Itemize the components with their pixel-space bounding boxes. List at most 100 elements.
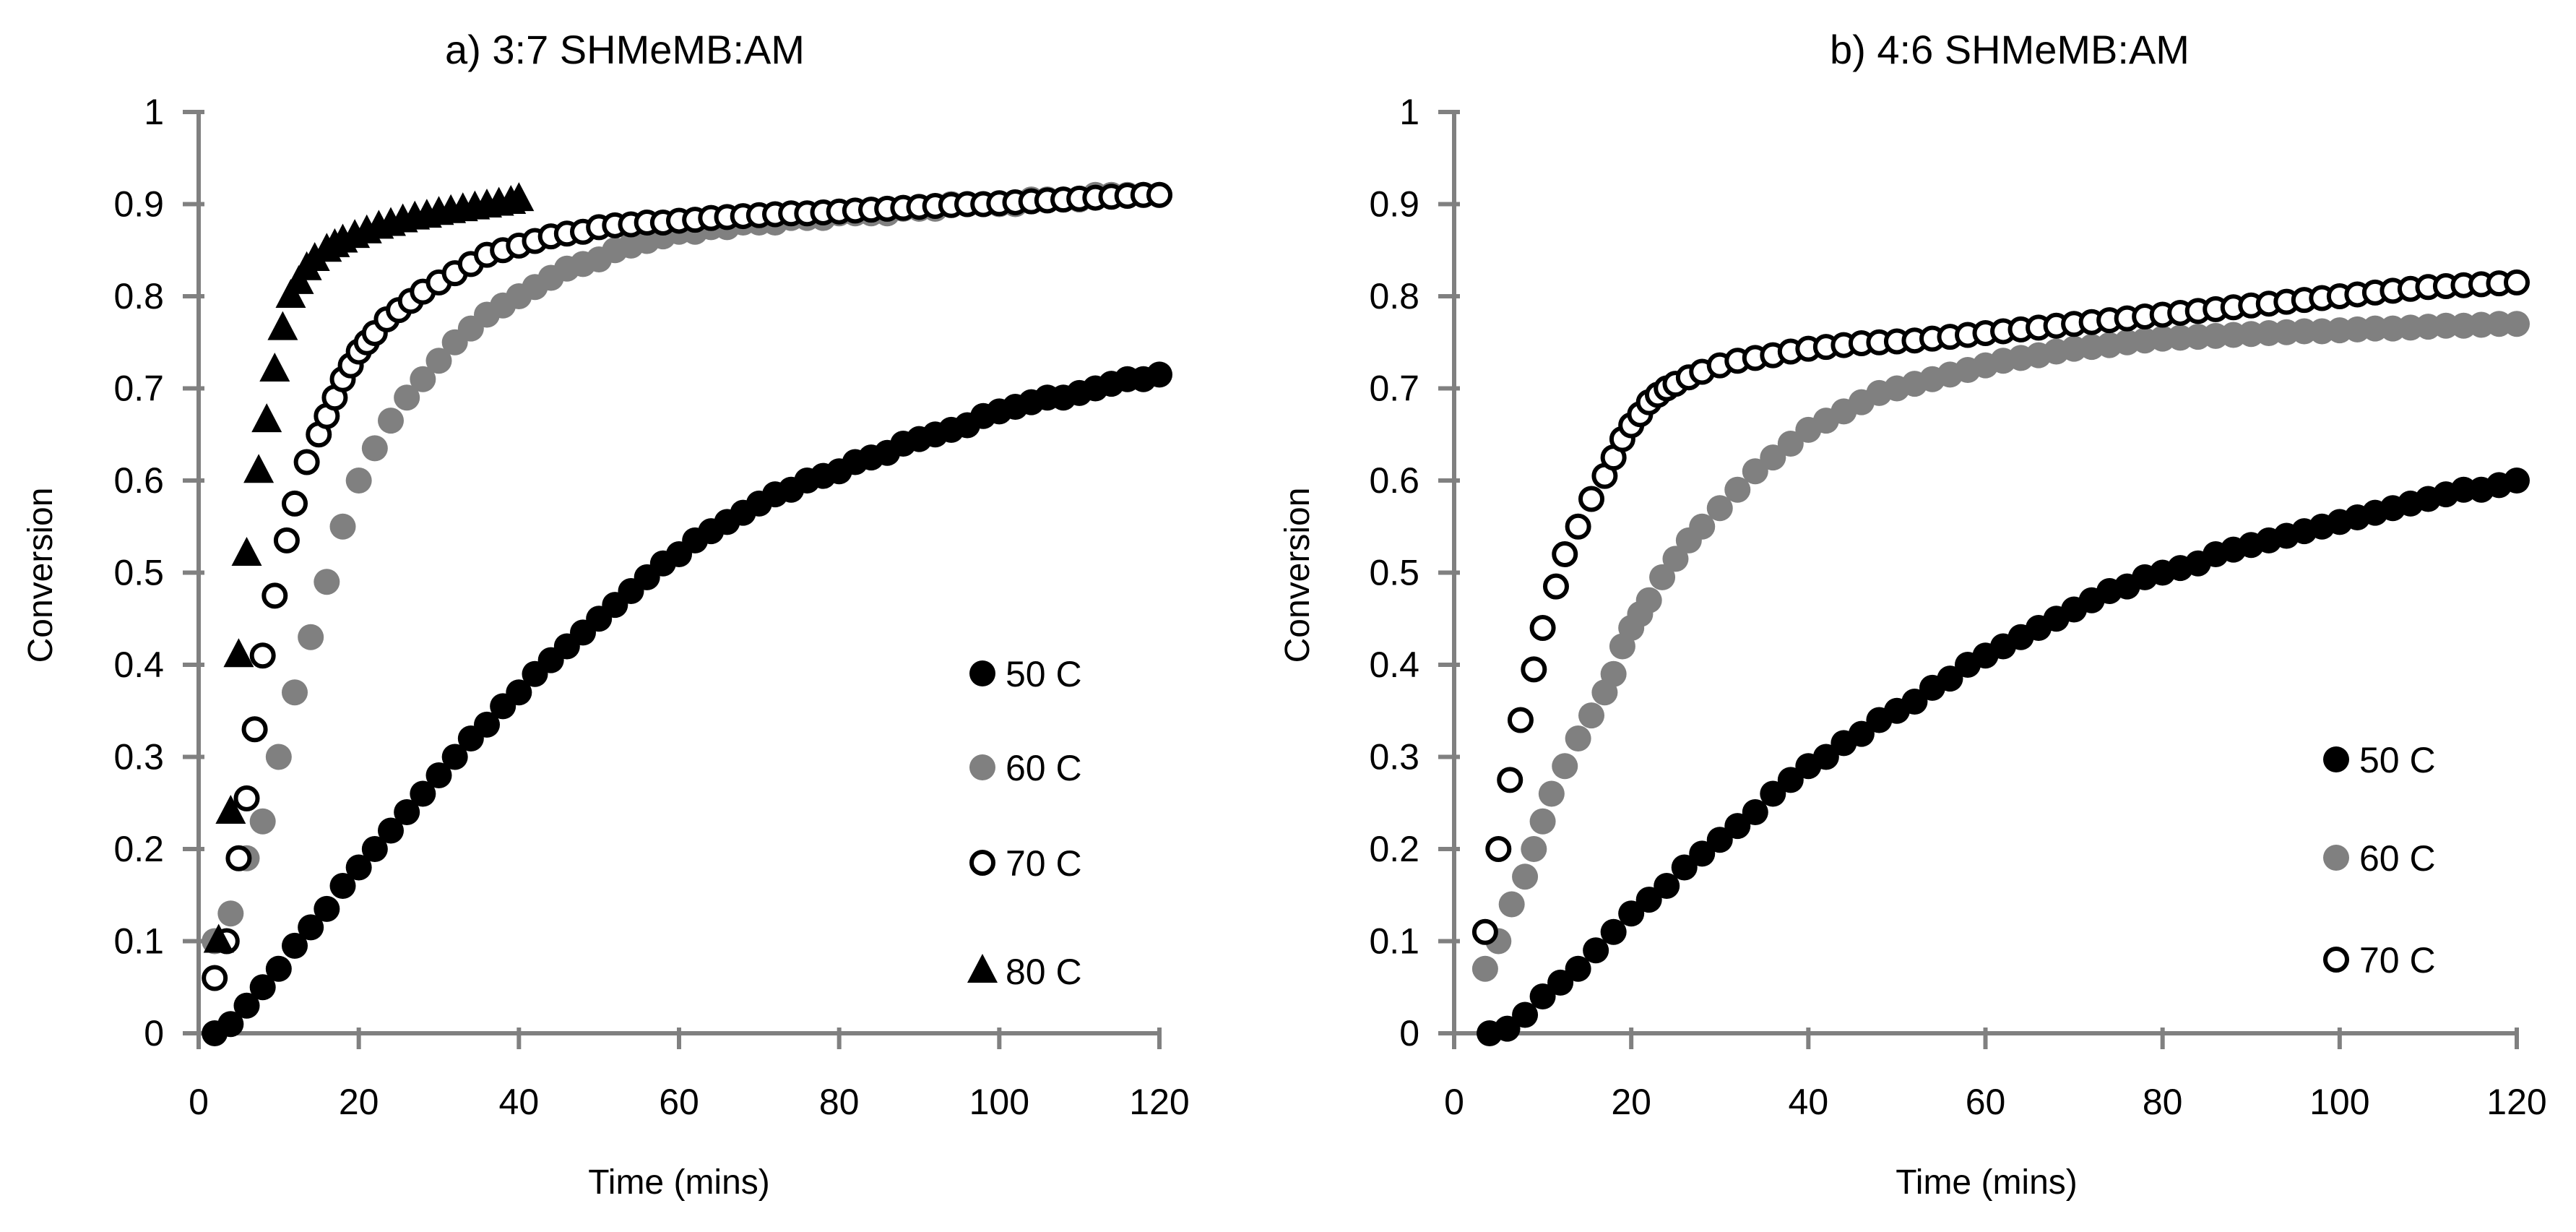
data-point (378, 408, 404, 434)
data-point (378, 817, 404, 844)
data-point (1724, 813, 1751, 840)
y-tick-label: 0.8 (1369, 276, 1419, 316)
data-point (345, 468, 372, 494)
x-tick-label: 100 (969, 1082, 1029, 1122)
panel-a: a) 3:7 SHMeMB:AM Time (mins) Conversion … (22, 27, 1190, 1202)
data-point (1706, 827, 1733, 853)
data-point (223, 638, 254, 668)
series-50c (1477, 468, 2530, 1046)
y-tick-label: 0.5 (113, 553, 164, 593)
data-point (1578, 702, 1605, 729)
data-point (233, 785, 260, 811)
data-point (1497, 767, 1523, 793)
y-tick-label: 0.7 (1369, 369, 1419, 409)
data-point (314, 569, 340, 595)
y-tick-label: 0.6 (113, 460, 164, 501)
data-point (243, 454, 275, 483)
data-point (1777, 767, 1804, 793)
data-point (1552, 541, 1578, 567)
data-point (425, 348, 452, 374)
y-tick-label: 0.6 (1369, 460, 1419, 501)
data-point (1742, 799, 1768, 825)
data-point (1471, 918, 1498, 945)
series-50c (202, 361, 1172, 1046)
legend-marker (2323, 845, 2349, 871)
data-point (1671, 854, 1698, 881)
legend-marker (969, 850, 995, 876)
y-tick-label: 0.2 (113, 829, 164, 869)
data-point (1538, 780, 1565, 807)
legend-label: 50 C (2359, 740, 2436, 780)
series-80c (203, 182, 535, 953)
data-point (203, 923, 234, 953)
series-60c (1471, 311, 2530, 982)
data-point (249, 974, 276, 1001)
data-point (1635, 587, 1662, 613)
data-point (1521, 656, 1547, 683)
panel-b: b) 4:6 SHMeMB:AM Time (mins) Conversion … (1279, 27, 2547, 1202)
data-point (249, 642, 276, 669)
data-point (1689, 840, 1716, 867)
legend-marker (969, 660, 995, 686)
x-tick-label: 60 (1966, 1082, 2006, 1122)
legend-item: 50 C (2323, 740, 2436, 780)
y-tick-label: 0.9 (113, 184, 164, 225)
data-point (394, 384, 420, 411)
data-point (441, 744, 468, 770)
data-point (1777, 431, 1804, 457)
data-point (1600, 660, 1627, 687)
y-tick-label: 0.5 (1369, 553, 1419, 593)
legend-marker (2323, 947, 2349, 973)
data-point (1565, 725, 1591, 751)
data-point (425, 762, 452, 788)
legend-item: 70 C (969, 843, 1082, 884)
legend-item: 60 C (2323, 838, 2436, 879)
data-point (1565, 513, 1591, 540)
series-70c (1471, 269, 2530, 945)
data-point (273, 527, 300, 553)
data-point (2504, 311, 2530, 337)
data-point (410, 780, 436, 807)
data-point (361, 435, 388, 462)
y-tick-label: 0.7 (113, 369, 164, 409)
x-tick-label: 120 (1129, 1082, 1189, 1122)
data-point (2504, 269, 2530, 296)
legend-item: 50 C (969, 654, 1082, 694)
y-tick-label: 0.2 (1369, 829, 1419, 869)
y-tick-label: 0.1 (113, 921, 164, 962)
x-tick-label: 40 (499, 1082, 540, 1122)
data-point (265, 955, 292, 982)
data-point (1146, 181, 1172, 208)
data-point (506, 679, 532, 706)
data-point (1521, 836, 1547, 862)
data-point (1760, 444, 1786, 471)
legend-item: 70 C (2323, 940, 2436, 981)
y-tick-label: 1 (144, 92, 164, 132)
data-point (217, 1011, 244, 1038)
x-axis-label: Time (mins) (588, 1163, 770, 1202)
data-point (1565, 955, 1591, 982)
data-point (361, 836, 388, 862)
x-axis-label: Time (mins) (1896, 1163, 2078, 1202)
data-point (202, 965, 228, 991)
data-point (1578, 486, 1605, 512)
y-tick-label: 0.4 (113, 645, 164, 685)
y-tick-label: 1 (1399, 92, 1419, 132)
data-point (251, 403, 282, 433)
data-point (1552, 753, 1578, 780)
y-tick-label: 0.8 (113, 276, 164, 316)
data-point (329, 873, 356, 899)
data-point (1529, 615, 1556, 641)
data-point (1600, 918, 1627, 945)
legend-label: 50 C (1006, 654, 1082, 694)
legend-label: 60 C (1006, 748, 1082, 788)
data-point (298, 624, 324, 650)
legend-label: 70 C (1006, 843, 1082, 884)
chart-title: a) 3:7 SHMeMB:AM (445, 27, 805, 72)
data-point (233, 992, 260, 1019)
x-tick-label: 0 (1444, 1082, 1464, 1122)
y-tick-label: 0 (144, 1013, 164, 1054)
data-point (1471, 955, 1498, 982)
data-point (1547, 969, 1574, 996)
